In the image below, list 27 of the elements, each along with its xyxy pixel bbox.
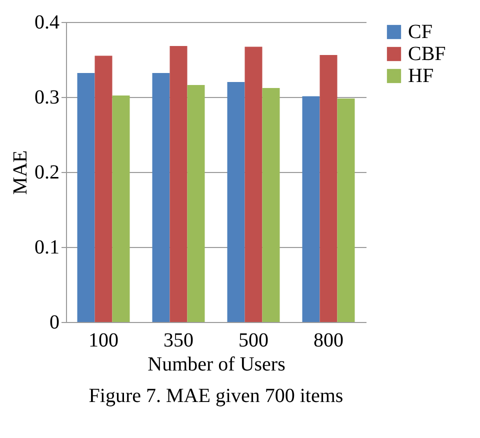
legend-label: CF xyxy=(408,21,432,43)
x-tick-label: 350 xyxy=(164,330,194,352)
y-tick-label: 0 xyxy=(50,312,60,334)
y-tick-label: 0.1 xyxy=(34,236,60,258)
x-axis-title: Number of Users xyxy=(148,354,286,376)
bar xyxy=(170,46,188,322)
caption: Figure 7. MAE given 700 items xyxy=(88,385,344,407)
bar xyxy=(227,82,245,322)
bar xyxy=(262,88,280,322)
bar xyxy=(302,96,320,322)
x-tick-label: 500 xyxy=(238,330,268,352)
bar xyxy=(112,96,130,322)
bar xyxy=(77,73,95,322)
bar xyxy=(187,85,205,322)
x-tick-label: 100 xyxy=(88,330,118,352)
legend-label: CBF xyxy=(408,43,446,65)
y-tick-label: 0.3 xyxy=(34,86,60,108)
y-tick-label: 0.2 xyxy=(34,162,60,184)
x-tick-label: 800 xyxy=(314,330,344,352)
bar xyxy=(337,98,355,322)
bar xyxy=(94,56,112,322)
bar xyxy=(320,55,338,322)
y-tick-label: 0.4 xyxy=(34,12,60,34)
legend-label: HF xyxy=(408,65,434,87)
bar xyxy=(244,46,262,322)
bar xyxy=(152,73,170,322)
y-axis-title: MAE xyxy=(10,150,32,195)
